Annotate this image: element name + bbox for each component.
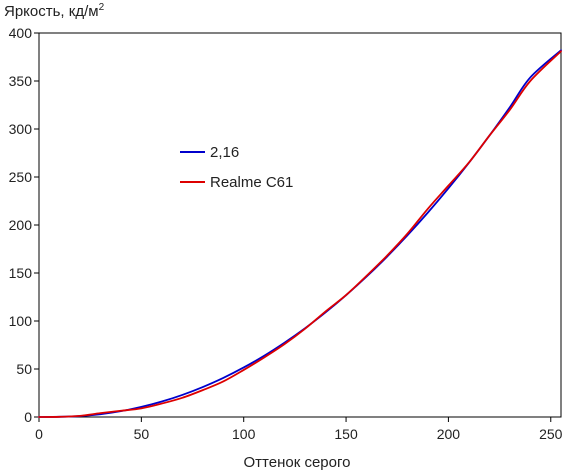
- y-tick-label: 50: [16, 361, 32, 377]
- y-tick-label: 350: [9, 73, 33, 89]
- series-line-2: [38, 50, 562, 418]
- y-tick-label: 200: [9, 217, 33, 233]
- y-tick-label: 400: [9, 25, 33, 41]
- legend-label-1: 2,16: [210, 144, 239, 161]
- y-tick-label: 150: [9, 265, 33, 281]
- series-line-1: [38, 49, 562, 418]
- x-tick-label: 200: [437, 426, 461, 442]
- plot-frame: [38, 32, 562, 418]
- x-tick-label: 0: [35, 426, 43, 442]
- y-tick-label: 250: [9, 169, 33, 185]
- plot-area: 0 50 100 150 200 250 300 350 400 0 50 100 150 200 250 2…: [9, 25, 563, 442]
- x-tick-label: 250: [539, 426, 563, 442]
- y-tick-label: 100: [9, 313, 33, 329]
- x-axis-title: Оттенок серого: [244, 454, 351, 470]
- x-tick-label: 150: [334, 426, 358, 442]
- legend-label-2: Realme C61: [210, 174, 293, 191]
- y-tick-label: 300: [9, 121, 33, 137]
- legend: 2,16 Realme C61: [180, 144, 293, 191]
- y-tick-label: 0: [24, 409, 32, 425]
- y-axis-title: Яркость, кд/м2: [4, 2, 105, 20]
- x-tick-label: 50: [134, 426, 150, 442]
- x-tick-label: 100: [232, 426, 256, 442]
